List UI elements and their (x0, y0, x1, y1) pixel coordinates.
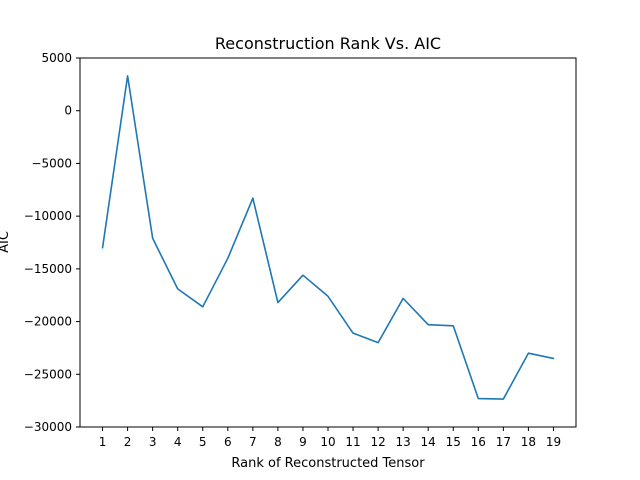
x-tick-label: 13 (396, 435, 411, 449)
y-tick-label: −20000 (24, 315, 72, 329)
plot-frame (79, 57, 577, 428)
y-axis-label: AIC (0, 231, 12, 253)
x-tick-label: 15 (446, 435, 461, 449)
x-tick-label: 16 (471, 435, 486, 449)
y-axis-ticks: 5000 0 −5000 −10000 −15000 −20000 −25000 −30000 (24, 51, 80, 434)
x-tick-label: 2 (124, 435, 132, 449)
x-tick-label: 11 (345, 435, 360, 449)
x-tick-label: 1 (99, 435, 107, 449)
x-tick-label: 8 (274, 435, 282, 449)
x-tick-label: 19 (546, 435, 561, 449)
x-tick-label: 4 (174, 435, 182, 449)
y-tick-label: −30000 (24, 420, 72, 434)
y-tick-label: −5000 (31, 156, 72, 170)
y-tick-label: −25000 (24, 367, 72, 381)
y-tick-label: −15000 (24, 262, 72, 276)
x-tick-label: 9 (299, 435, 307, 449)
x-tick-label: 17 (496, 435, 511, 449)
x-tick-label: 3 (149, 435, 157, 449)
x-axis-label: Rank of Reconstructed Tensor (231, 456, 425, 471)
x-tick-label: 18 (521, 435, 536, 449)
x-tick-label: 6 (224, 435, 232, 449)
y-tick-label: −10000 (24, 209, 72, 223)
x-tick-label: 12 (370, 435, 385, 449)
y-tick-label: 0 (64, 104, 72, 118)
x-tick-label: 7 (249, 435, 257, 449)
chart-title: Reconstruction Rank Vs. AIC (215, 34, 441, 53)
y-tick-label: 5000 (41, 51, 72, 65)
x-tick-label: 14 (421, 435, 436, 449)
x-axis-ticks: 1 2 3 4 5 6 7 8 9 10 11 12 13 14 15 16 17 18 19 (99, 427, 561, 449)
aic-series-line (101, 75, 555, 400)
x-tick-label: 5 (199, 435, 207, 449)
x-tick-label: 10 (320, 435, 335, 449)
